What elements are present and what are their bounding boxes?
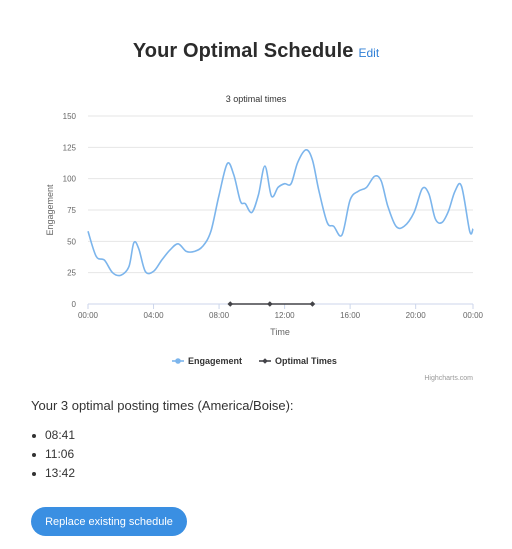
y-tick-label: 150 (63, 112, 77, 121)
y-tick-label: 75 (67, 206, 76, 215)
engagement-series-line (87, 148, 474, 277)
optimal-times-list: 08:41 11:06 13:42 (31, 426, 75, 483)
optimal-time-point (267, 301, 273, 307)
x-tick-label: 20:00 (406, 311, 427, 320)
y-tick-label: 50 (67, 237, 76, 246)
optimal-times-info: Your 3 optimal posting times (America/Bo… (31, 398, 294, 413)
legend-engagement-label: Engagement (188, 356, 242, 366)
legend-engagement-marker (175, 358, 181, 364)
optimal-time-item: 13:42 (31, 464, 75, 483)
edit-link[interactable]: Edit (358, 46, 380, 60)
page-title: Your Optimal Schedule (132, 40, 354, 62)
y-tick-label: 100 (63, 175, 77, 184)
y-tick-label: 25 (67, 269, 76, 278)
optimal-time-item: 11:06 (31, 445, 75, 464)
optimal-time-item: 08:41 (31, 426, 75, 445)
x-tick-label: 00:00 (78, 311, 99, 320)
page-header: Your Optimal Schedule Edit (0, 40, 512, 63)
x-tick-label: 16:00 (340, 311, 361, 320)
y-tick-label: 0 (72, 300, 77, 309)
engagement-chart: 3 optimal times 0 25 50 75 100 125 150 00:00 04:0… (45, 94, 484, 382)
x-tick-label: 12:00 (275, 311, 296, 320)
y-axis-title: Engagement (45, 184, 55, 236)
replace-schedule-button[interactable]: Replace existing schedule (31, 507, 187, 536)
optimal-time-point (309, 301, 316, 307)
highcharts-credits: Highcharts.com (424, 375, 473, 382)
x-axis-title: Time (270, 327, 290, 337)
legend-optimal-marker (262, 358, 268, 364)
y-tick-label: 125 (63, 143, 77, 152)
legend-optimal-label: Optimal Times (275, 356, 337, 366)
x-tick-label: 04:00 (144, 311, 165, 320)
x-tick-label: 00:00 (463, 311, 484, 320)
chart-title: 3 optimal times (226, 94, 287, 104)
x-tick-label: 08:00 (209, 311, 230, 320)
optimal-time-point (227, 301, 234, 307)
